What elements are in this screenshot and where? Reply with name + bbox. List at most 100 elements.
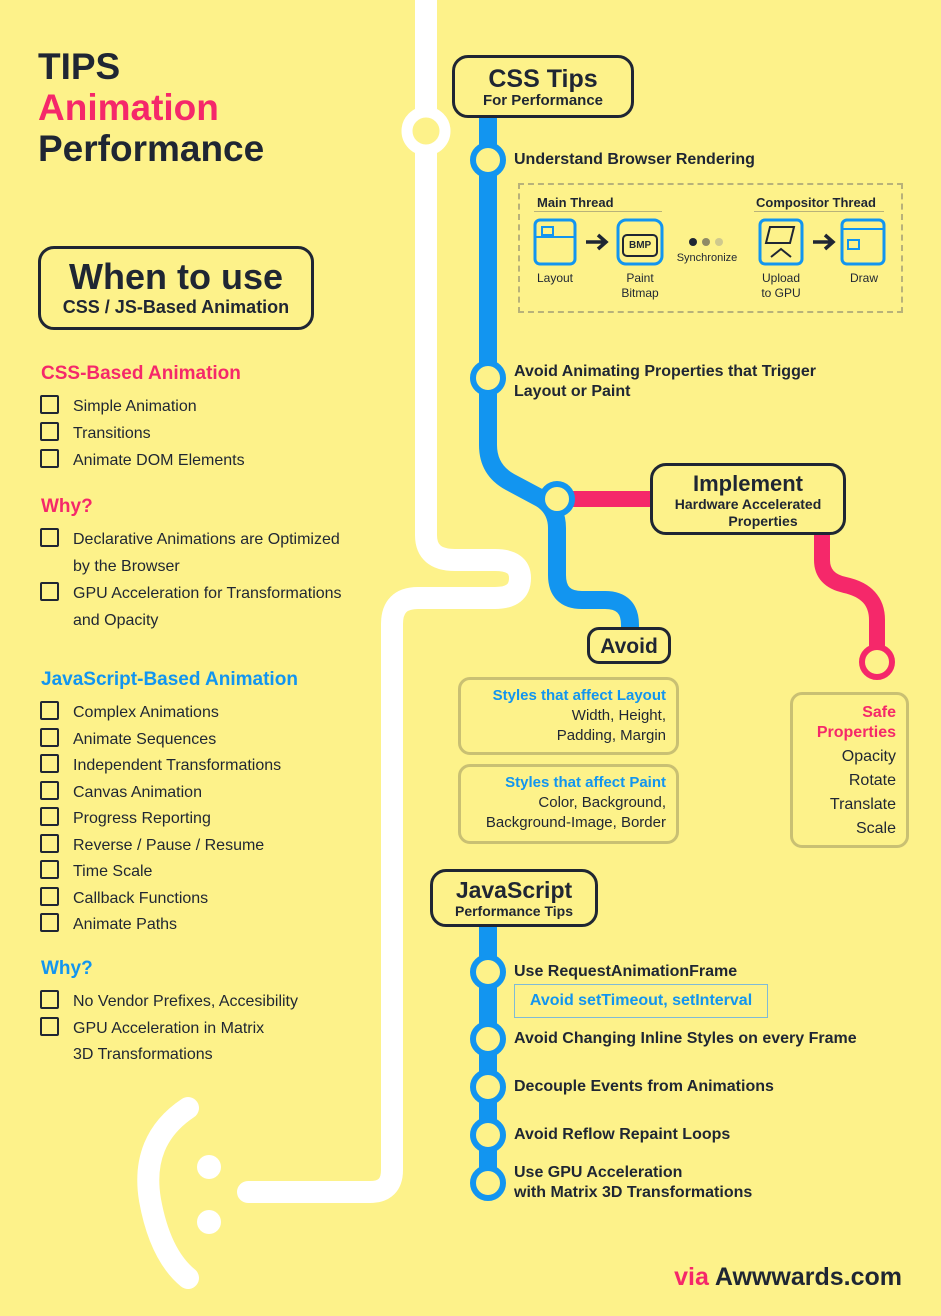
footer-via: via: [674, 1263, 709, 1291]
implement-title: Implement: [692, 471, 804, 496]
checkbox[interactable]: [40, 887, 59, 906]
avoid-layout-line1: Width, Height,: [571, 707, 666, 724]
bmp-label: BMP: [629, 240, 652, 251]
smiley-eye-top: [197, 1155, 221, 1179]
title-performance: Performance: [38, 128, 265, 169]
avoid-layout-heading: Styles that affect Layout: [492, 687, 666, 704]
checkbox[interactable]: [40, 913, 59, 932]
paint-label: Paint: [626, 271, 654, 285]
step-avoid-reflow: Avoid Reflow Repaint Loops: [514, 1126, 731, 1143]
main-thread-label: Main Thread: [537, 195, 614, 210]
avoid-paint-heading: Styles that affect Paint: [505, 774, 666, 791]
css-station-2: [470, 360, 506, 396]
js-why-heading: Why?: [41, 958, 93, 979]
safe-item: Scale: [855, 820, 896, 837]
avoid-paint-box: Styles that affect Paint Color, Backgrou…: [458, 764, 679, 844]
js-station-1: [470, 954, 506, 990]
footer-credit: via Awwwards.com: [674, 1263, 902, 1292]
checkbox[interactable]: [40, 422, 59, 441]
checkbox[interactable]: [40, 582, 59, 601]
safe-heading-2: Properties: [816, 724, 896, 741]
js-station-5: [470, 1165, 506, 1201]
layout-label: Layout: [536, 271, 574, 285]
checkbox[interactable]: [40, 990, 59, 1009]
draw-label: Draw: [849, 271, 878, 285]
avoid-paint-line2: Background-Image, Border: [485, 814, 666, 831]
step-avoid-animating-l2: Layout or Paint: [514, 383, 631, 400]
checkbox[interactable]: [40, 449, 59, 468]
implement-line1: Hardware Accelerated: [674, 496, 822, 512]
arrow-icon: [813, 233, 836, 251]
draw-icon: [840, 218, 886, 266]
sync-dot-icon: [715, 238, 723, 246]
checkbox[interactable]: [40, 860, 59, 879]
footer-site[interactable]: Awwwards.com: [714, 1263, 902, 1291]
white-route-line: [237, 0, 532, 1203]
smiley-eye-bottom: [197, 1210, 221, 1234]
step-avoid-inline-styles: Avoid Changing Inline Styles on every Fr…: [514, 1030, 857, 1047]
layout-icon: [533, 218, 577, 266]
js-station-3: [470, 1069, 506, 1105]
checkbox[interactable]: [40, 395, 59, 414]
step-request-animation-frame: Use RequestAnimationFrame: [514, 963, 738, 980]
pipeline-icons: [533, 218, 886, 266]
rendering-pipeline-panel: [518, 183, 903, 313]
css-station-1: [470, 142, 506, 178]
js-tips-box: JavaScript Performance Tips: [430, 869, 598, 927]
sync-dot-icon: [702, 238, 710, 246]
avoid-paint-line1: Color, Background,: [538, 794, 666, 811]
checkbox[interactable]: [40, 528, 59, 547]
compositor-thread-divider: [754, 211, 884, 212]
bitmap-label: Bitmap: [621, 286, 659, 300]
checkbox[interactable]: [40, 754, 59, 773]
main-thread-divider: [534, 211, 662, 212]
step-decouple-events: Decouple Events from Animations: [514, 1078, 774, 1095]
safe-heading-1: Safe: [862, 704, 896, 721]
upload-icon: [758, 218, 804, 266]
implement-box: Implement Hardware Accelerated Propertie…: [650, 463, 846, 535]
css-blue-line: [479, 110, 639, 636]
title-animation: Animation: [38, 87, 219, 128]
checkbox[interactable]: [40, 807, 59, 826]
avoid-title: Avoid: [600, 635, 658, 658]
js-station-4: [470, 1117, 506, 1153]
sync-dot-icon: [689, 238, 697, 246]
synchronize-label: Synchronize: [676, 252, 738, 264]
step-understand-rendering: Understand Browser Rendering: [514, 151, 755, 168]
css-based-heading: CSS-Based Animation: [41, 363, 241, 384]
safe-item: Opacity: [841, 748, 896, 765]
css-why-heading: Why?: [41, 496, 93, 517]
css-tips-subtitle: For Performance: [482, 92, 604, 109]
compositor-thread-label: Compositor Thread: [756, 195, 876, 210]
css-tips-box: CSS Tips For Performance: [452, 55, 634, 118]
step-avoid-animating-l1: Avoid Animating Properties that Trigger: [514, 363, 816, 380]
when-to-use-box: When to use CSS / JS-Based Animation: [38, 246, 314, 330]
title-tips: TIPS: [38, 46, 121, 87]
js-based-heading: JavaScript-Based Animation: [41, 669, 298, 690]
safe-properties-box: Safe Properties Opacity Rotate Translate…: [790, 692, 909, 848]
avoid-settimeout-note: Avoid setTimeout, setInterval: [514, 984, 768, 1018]
checkbox[interactable]: [40, 728, 59, 747]
avoid-layout-box: Styles that affect Layout Width, Height,…: [458, 677, 679, 755]
white-station: [401, 106, 451, 156]
smiley-mouth: [137, 1097, 199, 1289]
avoid-box: Avoid: [587, 627, 671, 664]
safe-station: [859, 644, 895, 680]
css-tips-title: CSS Tips: [488, 65, 598, 93]
to-gpu-label: to GPU: [761, 286, 801, 300]
arrow-icon: [586, 233, 609, 251]
when-heading: When to use: [69, 256, 283, 297]
junction-station: [539, 481, 575, 517]
bitmap-icon: [616, 218, 664, 266]
checkbox[interactable]: [40, 701, 59, 720]
checkbox[interactable]: [40, 1017, 59, 1036]
checkbox[interactable]: [40, 834, 59, 853]
js-tips-title: JavaScript: [455, 877, 573, 903]
avoid-layout-line2: Padding, Margin: [556, 727, 666, 744]
safe-item: Translate: [829, 796, 896, 813]
pink-safe-line: [814, 532, 885, 650]
js-tips-subtitle: Performance Tips: [454, 903, 573, 919]
checkbox[interactable]: [40, 781, 59, 800]
step-gpu-acceleration-l2: with Matrix 3D Transformations: [514, 1184, 753, 1201]
